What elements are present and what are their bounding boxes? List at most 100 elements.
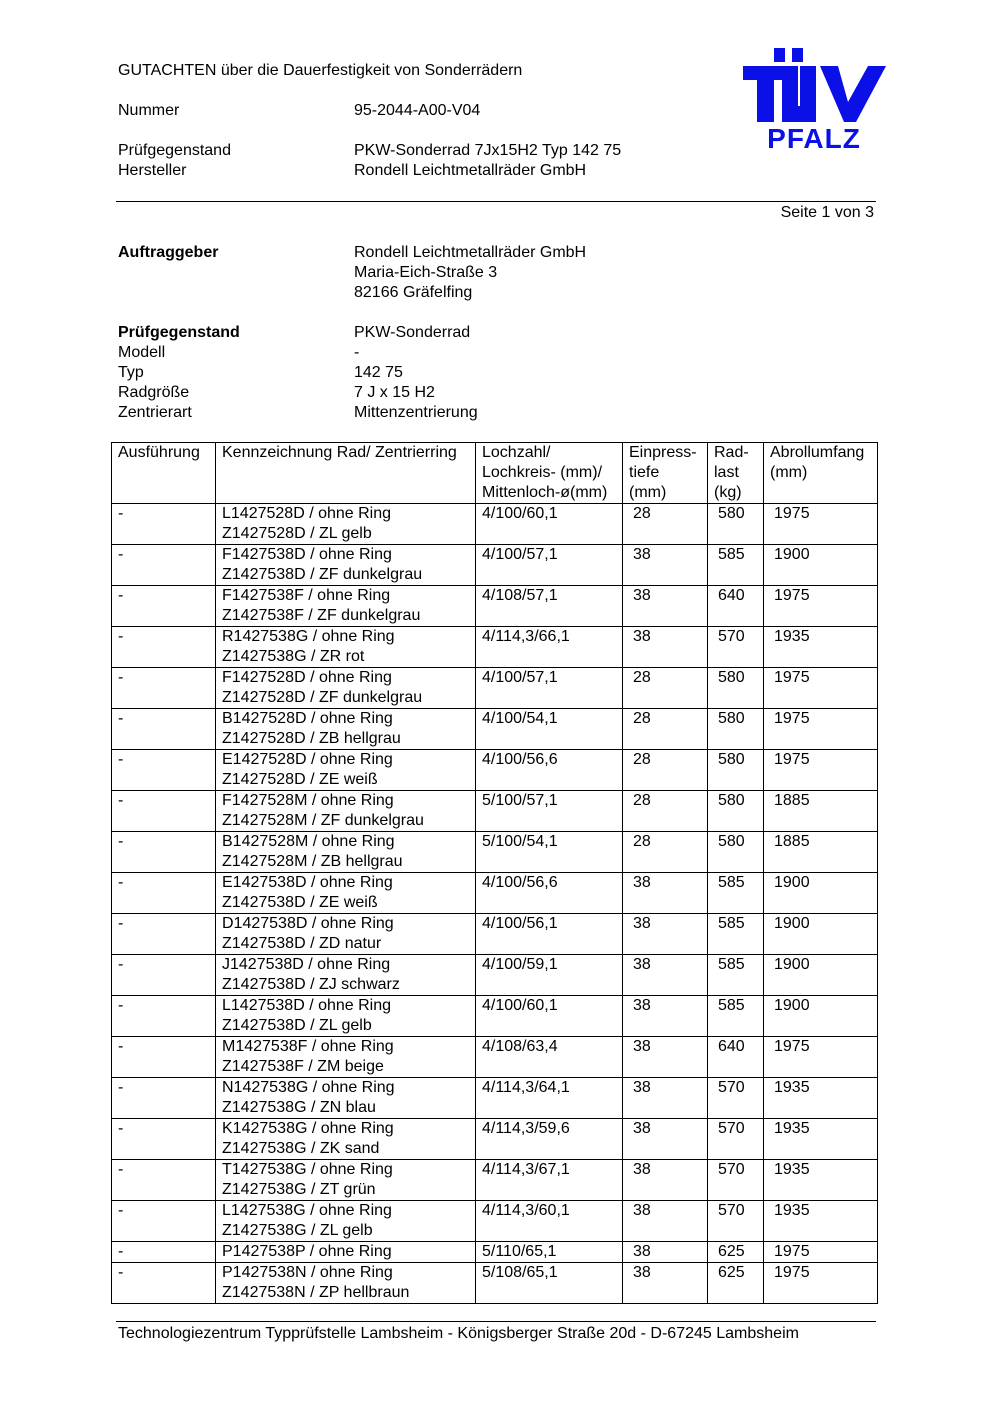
cell-load-line: 625: [718, 1243, 745, 1260]
cell-version-line: -: [118, 1038, 124, 1055]
table-row: - J1427538D / ohne Ring Z1427538D / ZJ sch…: [111, 954, 878, 996]
cell-marking-line: D1427538D / ohne Ring: [222, 915, 394, 932]
cell-bolt-pattern: 4/114,3/59,6: [475, 1118, 623, 1160]
cell-bolt-pattern-line: 4/100/56,6: [482, 751, 558, 768]
cell-marking-line: F1427528M / ohne Ring: [222, 792, 394, 809]
cell-load: 580: [707, 790, 764, 832]
field-label: Zentrierart: [118, 404, 192, 421]
cell-version-line: -: [118, 628, 124, 645]
field-value: 7 J x 15 H2: [354, 384, 435, 401]
cell-load: 585: [707, 872, 764, 914]
table-row: - E1427528D / ohne Ring Z1427528D / ZE wei…: [111, 749, 878, 791]
cell-version-line: -: [118, 833, 124, 850]
cell-marking-line: T1427538G / ohne Ring: [222, 1161, 393, 1178]
cell-bolt-pattern: 4/100/60,1: [475, 503, 623, 545]
cell-load: 625: [707, 1262, 764, 1304]
table-header-row: Ausführung Kennzeichnung Rad/ Zentrierrin…: [111, 442, 878, 504]
cell-circumference: 1900: [763, 544, 878, 586]
cell-load-line: 570: [718, 628, 745, 645]
cell-circumference-line: 1900: [774, 956, 810, 973]
cell-load: 580: [707, 708, 764, 750]
field-label: Hersteller: [118, 162, 187, 179]
cell-offset-line: 38: [633, 997, 651, 1014]
table-row: - K1427538G / ohne Ring Z1427538G / ZK san…: [111, 1118, 878, 1160]
cell-load: 580: [707, 503, 764, 545]
table-row: - P1427538N / ohne Ring Z1427538N / ZP hel…: [111, 1262, 878, 1304]
field-label: Nummer: [118, 102, 180, 119]
cell-offset: 38: [622, 544, 708, 586]
cell-circumference: 1975: [763, 1036, 878, 1078]
table-row: - F1427538F / ohne Ring Z1427538F / ZF dun…: [111, 585, 878, 627]
cell-circumference-line: 1885: [774, 792, 810, 809]
cell-offset-line: 38: [633, 1202, 651, 1219]
cell-bolt-pattern-line: 4/100/54,1: [482, 710, 558, 727]
cell-bolt-pattern-line: 4/100/57,1: [482, 669, 558, 686]
cell-circumference: 1935: [763, 1118, 878, 1160]
cell-version-line: -: [118, 792, 124, 809]
subject-value: PKW-Sonderrad: [354, 324, 471, 341]
table-row: - R1427538G / ohne Ring Z1427538G / ZR rot…: [111, 626, 878, 668]
cell-offset-line: 38: [633, 1038, 651, 1055]
client-line: 82166 Gräfelfing: [354, 284, 473, 301]
table-row: - F1427538D / ohne Ring Z1427538D / ZF dun…: [111, 544, 878, 586]
tuev-pfalz-logo: PFALZ: [743, 48, 886, 152]
cell-version: -: [111, 790, 216, 832]
cell-marking-line: B1427528D / ohne Ring: [222, 710, 393, 727]
column-header-line: (kg): [714, 484, 742, 501]
cell-marking-line: Z1427538G / ZK sand: [222, 1140, 380, 1157]
cell-marking-line: Z1427528D / ZF dunkelgrau: [222, 689, 423, 706]
field-value: Mittenzentrierung: [354, 404, 478, 421]
cell-offset-line: 28: [633, 833, 651, 850]
cell-load-line: 585: [718, 546, 745, 563]
cell-marking: F1427528D / ohne Ring Z1427528D / ZF dunk…: [215, 667, 476, 709]
cell-offset: 38: [622, 913, 708, 955]
cell-offset: 38: [622, 626, 708, 668]
cell-bolt-pattern: 4/100/60,1: [475, 995, 623, 1037]
cell-offset: 38: [622, 1118, 708, 1160]
cell-version-line: -: [118, 956, 124, 973]
cell-circumference-line: 1935: [774, 628, 810, 645]
column-header: Einpress-tiefe (mm): [622, 442, 708, 504]
cell-bolt-pattern: 5/108/65,1: [475, 1262, 623, 1304]
column-header-line: (mm): [770, 464, 808, 481]
field-value: 95-2044-A00-V04: [354, 102, 481, 119]
cell-marking-line: L1427538D / ohne Ring: [222, 997, 392, 1014]
table-row: - D1427538D / ohne Ring Z1427538D / ZD nat…: [111, 913, 878, 955]
cell-version: -: [111, 1200, 216, 1242]
cell-load: 570: [707, 626, 764, 668]
cell-marking: L1427538D / ohne Ring Z1427538D / ZL gelb: [215, 995, 476, 1037]
column-header-line: Kennzeichnung Rad/ Zentrierring: [222, 444, 457, 461]
cell-version: -: [111, 749, 216, 791]
cell-offset-line: 38: [633, 546, 651, 563]
table-row: - B1427528D / ohne Ring Z1427528D / ZB hel…: [111, 708, 878, 750]
cell-marking-line: R1427538G / ohne Ring: [222, 628, 395, 645]
cell-version: -: [111, 1159, 216, 1201]
cell-offset: 28: [622, 667, 708, 709]
cell-marking-line: Z1427538F / ZF dunkelgrau: [222, 607, 421, 624]
cell-marking-line: N1427538G / ohne Ring: [222, 1079, 395, 1096]
cell-marking: F1427538D / ohne Ring Z1427538D / ZF dunk…: [215, 544, 476, 586]
cell-circumference-line: 1900: [774, 874, 810, 891]
cell-marking-line: J1427538D / ohne Ring: [222, 956, 391, 973]
cell-marking-line: E1427528D / ohne Ring: [222, 751, 393, 768]
cell-marking-line: E1427538D / ohne Ring: [222, 874, 393, 891]
table-row: - F1427528M / ohne Ring Z1427528M / ZF dun…: [111, 790, 878, 832]
field-value: PKW-Sonderrad 7Jx15H2 Typ 142 75: [354, 142, 622, 159]
cell-version-line: -: [118, 587, 124, 604]
cell-version-line: -: [118, 997, 124, 1014]
cell-version: -: [111, 708, 216, 750]
document-title: GUTACHTEN über die Dauerfestigkeit von S…: [118, 62, 523, 79]
cell-circumference: 1885: [763, 831, 878, 873]
cell-bolt-pattern: 4/114,3/67,1: [475, 1159, 623, 1201]
cell-offset: 28: [622, 503, 708, 545]
cell-circumference: 1885: [763, 790, 878, 832]
cell-marking-line: F1427528D / ohne Ring: [222, 669, 392, 686]
cell-circumference: 1935: [763, 1077, 878, 1119]
cell-version-line: -: [118, 1264, 124, 1281]
cell-circumference: 1975: [763, 585, 878, 627]
cell-bolt-pattern: 4/108/57,1: [475, 585, 623, 627]
cell-load: 570: [707, 1159, 764, 1201]
cell-bolt-pattern: 4/100/57,1: [475, 544, 623, 586]
cell-offset: 38: [622, 1200, 708, 1242]
cell-load: 570: [707, 1077, 764, 1119]
